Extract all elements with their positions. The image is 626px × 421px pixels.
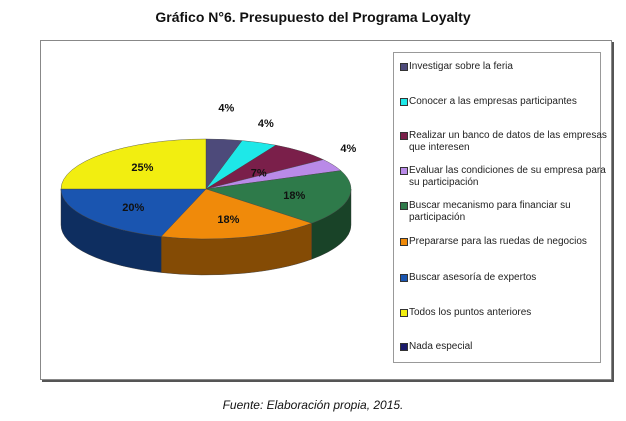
legend-label: Evaluar las condiciones de su empresa pa… xyxy=(409,165,606,188)
data-label-3: 4% xyxy=(340,143,356,155)
data-label-0: 4% xyxy=(218,102,234,114)
chart-frame: 4% 4% 7% 4% 18% 18% 20% 25% Investigar sobre la… xyxy=(40,40,612,380)
data-label-5: 18% xyxy=(217,214,239,226)
legend-label: Buscar asesoría de expertos xyxy=(409,272,537,283)
legend-swatch xyxy=(400,274,408,282)
legend-swatch xyxy=(400,63,408,71)
pie-slice-4 xyxy=(205,170,352,224)
legend-label: Realizar un banco de datos de las empres… xyxy=(409,130,607,153)
legend-swatch xyxy=(400,343,408,351)
legend-item: Conocer a las empresas participantes xyxy=(400,96,609,108)
data-label-7: 25% xyxy=(131,162,153,174)
legend-swatch xyxy=(400,98,408,106)
legend-item: Evaluar las condiciones de su empresa pa… xyxy=(400,165,609,189)
data-label-6: 20% xyxy=(122,202,144,214)
legend-item: Investigar sobre la feria xyxy=(400,61,609,73)
legend-label: Conocer a las empresas participantes xyxy=(409,96,577,107)
legend-swatch xyxy=(400,167,408,175)
chart-title: Gráfico N°6. Presupuesto del Programa Lo… xyxy=(155,9,471,25)
legend-swatch xyxy=(400,309,408,317)
legend: Investigar sobre la feria Conocer a las e… xyxy=(393,52,607,363)
legend-swatch xyxy=(400,132,408,140)
legend-label: Todos los puntos anteriores xyxy=(409,307,532,318)
data-label-2: 7% xyxy=(251,167,267,179)
pie-slice-5 xyxy=(160,188,313,240)
data-label-4: 18% xyxy=(283,190,305,202)
legend-item: Prepararse para las ruedas de negocios xyxy=(400,236,609,248)
legend-swatch xyxy=(400,238,408,246)
pie-slice-6 xyxy=(60,188,207,237)
legend-label: Prepararse para las ruedas de negocios xyxy=(409,236,587,247)
legend-item: Realizar un banco de datos de las empres… xyxy=(400,130,609,154)
chart-source: Fuente: Elaboración propia, 2015. xyxy=(222,398,404,412)
data-label-1: 4% xyxy=(258,118,274,130)
pie-slice-7 xyxy=(60,138,207,190)
legend-item: Nada especial xyxy=(400,341,609,353)
legend-swatch xyxy=(400,202,408,210)
legend-item: Buscar asesoría de expertos xyxy=(400,272,609,284)
legend-label: Nada especial xyxy=(409,341,473,352)
legend-item: Buscar mecanismo para financiar su parti… xyxy=(400,200,609,224)
pie-chart: 4% 4% 7% 4% 18% 18% 20% 25% xyxy=(60,102,356,276)
legend-item: Todos los puntos anteriores xyxy=(400,307,609,319)
legend-label: Buscar mecanismo para financiar su parti… xyxy=(409,200,571,223)
legend-label: Investigar sobre la feria xyxy=(409,61,513,72)
